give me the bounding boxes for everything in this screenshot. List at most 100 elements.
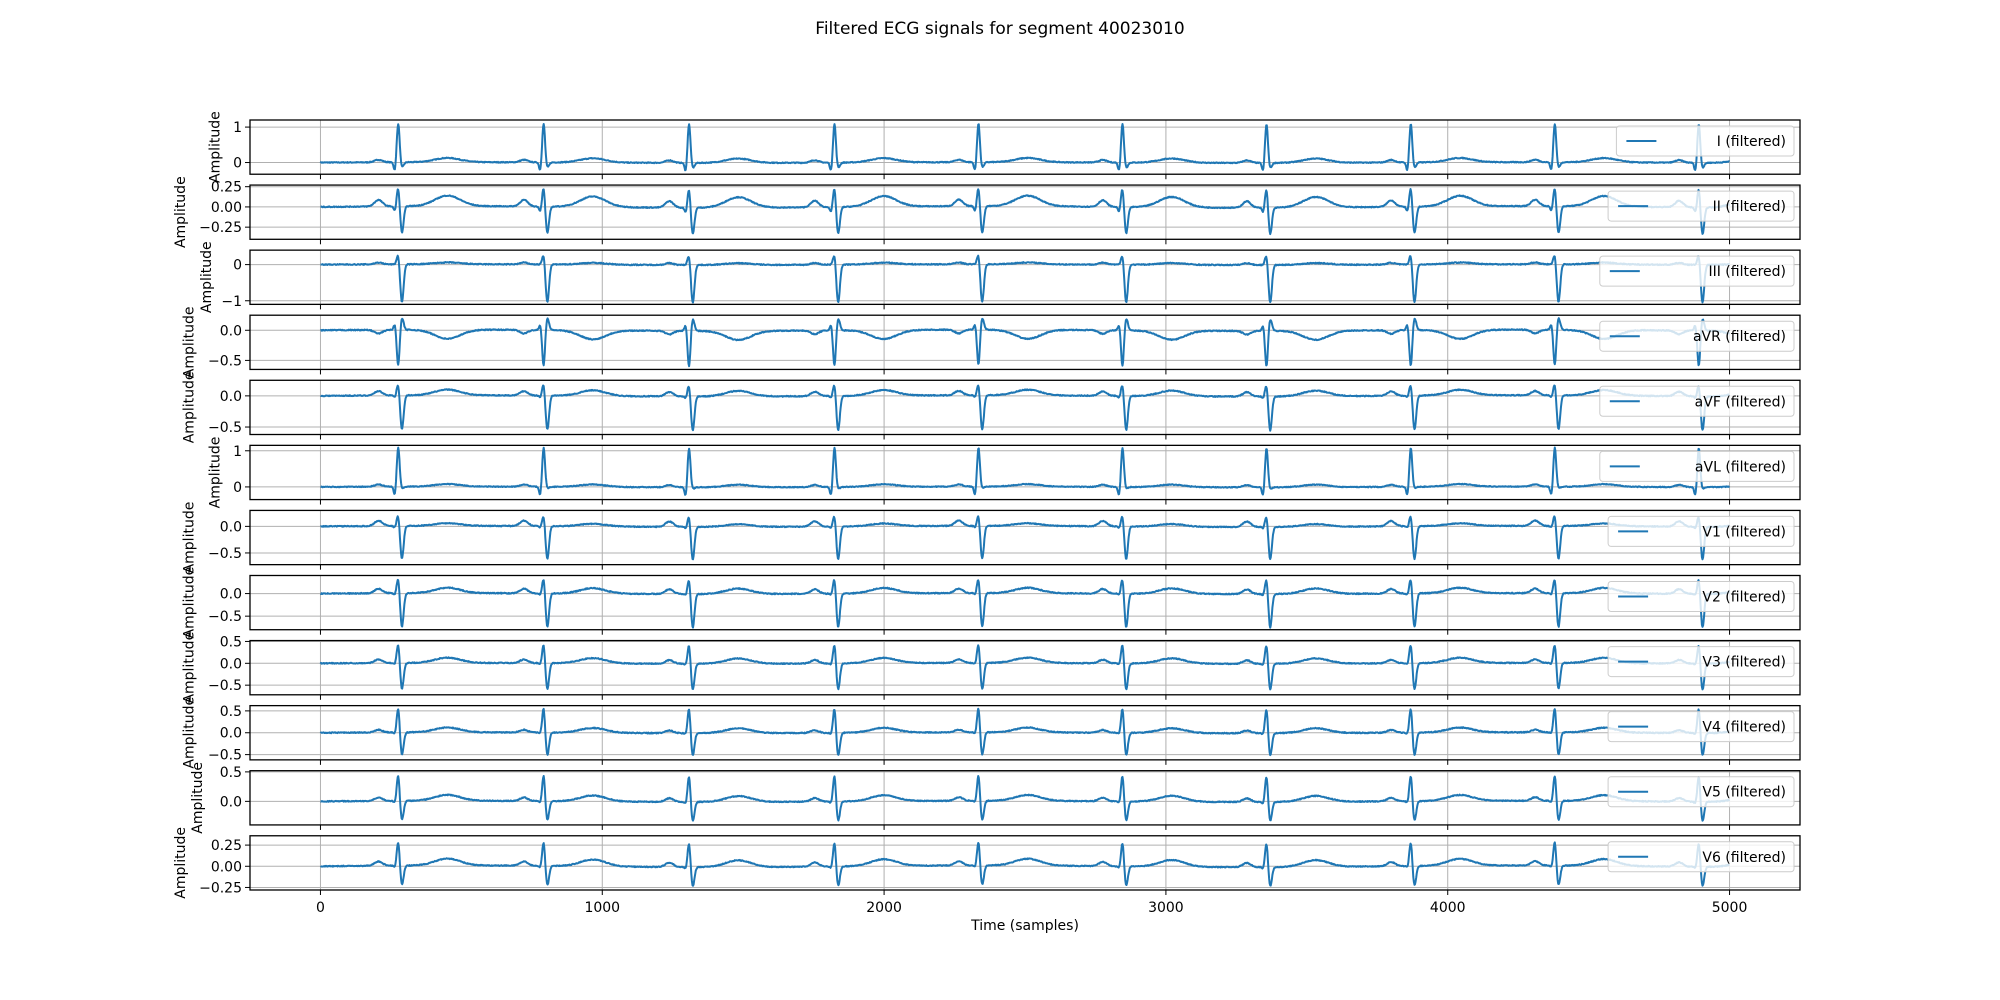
y-axis-label: Amplitude [182,567,198,639]
legend-V2: V2 (filtered) [1607,580,1795,612]
x-tick-label: 3000 [1148,900,1184,916]
axes-background [250,835,1800,890]
legend-box [1599,320,1795,352]
legend-label: aVL (filtered) [1695,459,1786,475]
legend-V5: V5 (filtered) [1607,776,1795,808]
y-axis-label: Amplitude [182,697,198,769]
y-tick-label: 0.0 [220,656,242,672]
axes-frame [249,770,1801,826]
ecg-trace-II [320,188,1731,236]
y-tick-label: −0.5 [208,609,242,625]
ecg-trace-V1 [319,515,1730,561]
legend-box [1607,711,1795,743]
legend-box [1607,580,1795,612]
legend-box [1607,841,1795,873]
y-axis-label: Amplitude [182,502,198,574]
legend-aVR: aVR (filtered) [1599,320,1795,352]
ecg-trace-III [320,254,1731,304]
y-tick-label: 0.5 [220,765,242,781]
y-tick-label: 1 [233,120,242,136]
axes-background [250,250,1800,305]
y-tick-label: −0.5 [208,678,242,694]
chart-title: Filtered ECG signals for segment 4002301… [815,19,1184,39]
subplot-II: −0.25 0.00 0.25 Amplitude II (filtered) [173,176,1801,248]
x-tick-label: 5000 [1712,900,1748,916]
y-axis-label: Amplitude [182,632,198,704]
axes-frame [249,314,1801,371]
ecg-trace-V3 [319,644,1731,691]
subplot-V3: −0.5 0.0 0.5 Amplitude V3 (filtered) [182,632,1801,704]
axes-frame [249,379,1801,436]
x-axis-label: Time (samples) [970,918,1079,934]
x-tick-label: 2000 [866,900,902,916]
y-tick-label: 0.0 [220,726,242,742]
legend-aVL: aVL (filtered) [1599,450,1795,482]
axes-frame [249,184,1801,240]
y-tick-label: −0.5 [208,353,242,369]
legend-label: V4 (filtered) [1702,720,1786,736]
y-axis-label: Amplitude [173,176,189,248]
axes-frame [249,835,1801,891]
legend-label: V1 (filtered) [1702,524,1786,540]
y-axis-label: Amplitude [190,762,206,834]
y-tick-label: −0.5 [208,420,242,436]
subplot-V6: −0.25 0.00 0.25 0 1000 2000 3000 4000 5000 Amplit… [173,827,1801,916]
y-tick-label: 0.0 [220,323,242,339]
subplot-V2: −0.5 0.0 Amplitude V2 (filtered) [182,567,1801,639]
legend-label: V5 (filtered) [1702,785,1786,801]
axes-frame [249,119,1801,175]
subplot-aVL: 0 1 Amplitude aVL (filtered) [207,437,1801,509]
y-tick-label: 0.25 [211,180,242,196]
y-tick-label: 1 [233,444,242,460]
y-tick-label: 0.25 [211,838,242,854]
axes-frame [249,574,1801,631]
subplot-aVF: −0.5 0.0 Amplitude aVF (filtered) [182,372,1801,444]
legend-label: aVR (filtered) [1693,329,1786,345]
ecg-trace-V6 [319,841,1731,887]
y-tick-label: 0.0 [220,794,242,810]
legend-V1: V1 (filtered) [1607,515,1795,547]
legend-V3: V3 (filtered) [1607,646,1795,678]
ecg-trace-aVL [320,446,1731,496]
axes-background [250,510,1800,565]
y-axis-label: Amplitude [182,306,198,378]
axes-background [250,315,1800,370]
y-tick-label: 0 [233,156,242,172]
legend-label: III (filtered) [1708,264,1786,280]
y-tick-label: 0.0 [220,587,242,603]
legend-box [1607,776,1795,808]
x-tick-label: 0 [316,900,325,916]
ecg-trace-aVR [320,317,1731,368]
legend-box [1607,190,1795,222]
legend-label: V6 (filtered) [1702,850,1786,866]
axes-background [250,575,1800,630]
y-axis-label: Amplitude [207,437,223,509]
legend-label: I (filtered) [1717,134,1786,150]
legend-box [1599,255,1795,287]
axes-frame [249,509,1801,566]
axes-background [250,445,1800,500]
y-tick-label: −0.5 [208,748,242,764]
legend-box [1615,125,1795,157]
subplot-V5: 0.0 0.5 Amplitude V5 (filtered) [190,762,1801,834]
y-axis-label: Amplitude [199,241,215,313]
y-tick-label: 0.00 [211,200,242,216]
subplot-I: 0 1 Amplitude I (filtered) [207,111,1801,183]
y-tick-label: 0.0 [220,519,242,535]
subplot-aVR: −0.5 0.0 Amplitude aVR (filtered) [182,306,1801,378]
legend-V6: V6 (filtered) [1607,841,1795,873]
y-tick-label: −0.5 [208,546,242,562]
ecg-trace-V2 [319,578,1731,629]
legend-II: II (filtered) [1607,190,1795,222]
ecg-trace-I [319,123,1730,172]
y-axis-label: Amplitude [173,827,189,899]
axes-background [250,185,1800,240]
x-tick-label: 4000 [1430,900,1466,916]
legend-label: II (filtered) [1713,199,1786,215]
y-tick-label: 0.5 [220,704,242,720]
y-tick-label: 0.0 [220,389,242,405]
axes-frame [249,444,1801,501]
y-axis-label: Amplitude [182,372,198,444]
